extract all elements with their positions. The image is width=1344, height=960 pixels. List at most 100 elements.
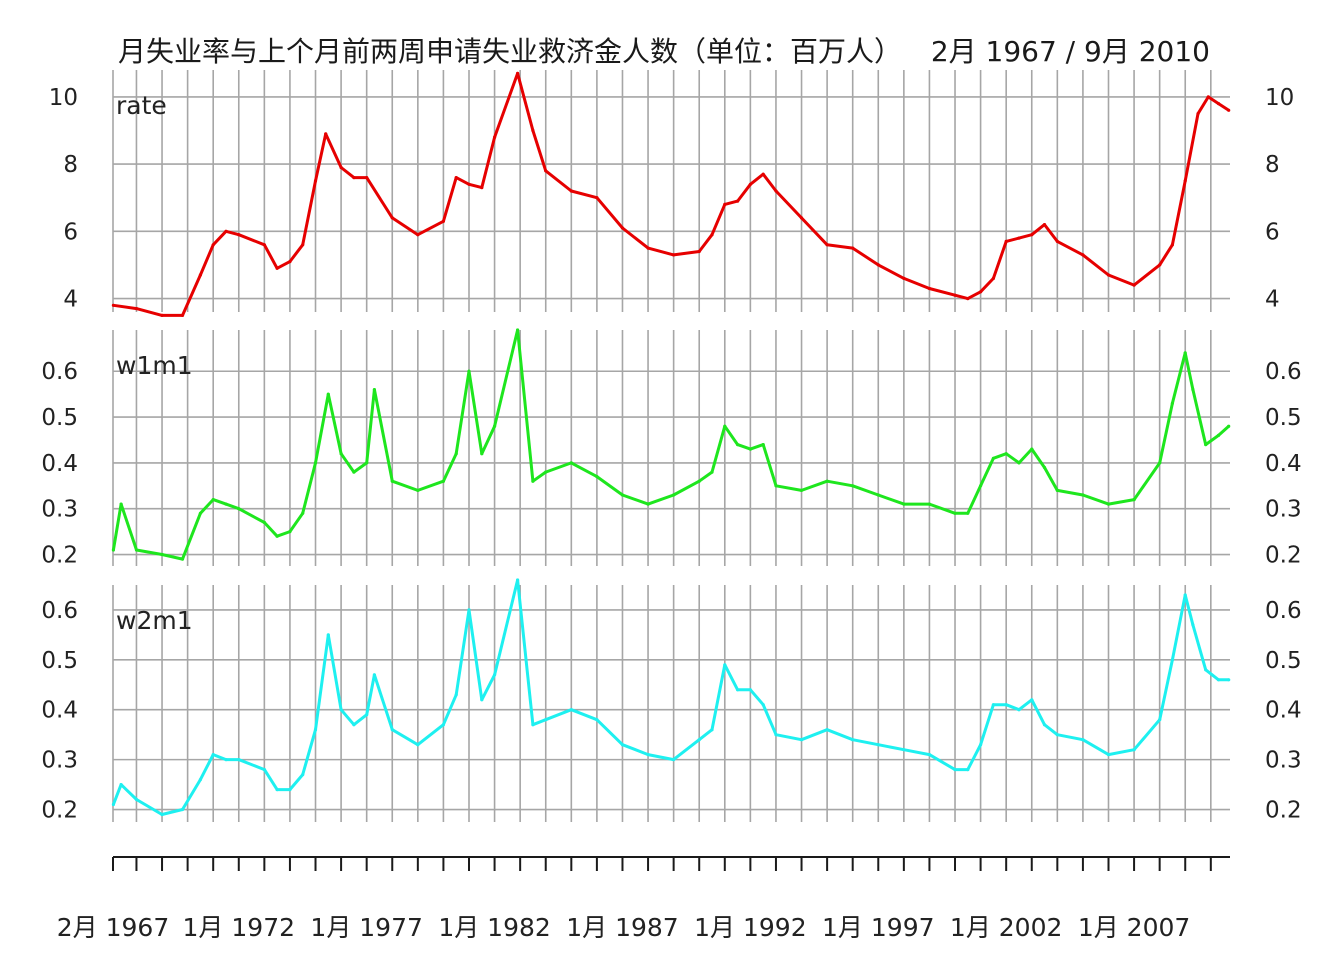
data-point-w1m1 — [111, 548, 115, 552]
data-point-w2m1 — [111, 802, 115, 807]
data-point-w1m1 — [672, 493, 676, 497]
y-tick-label-right: 0.2 — [1265, 543, 1302, 569]
data-point-rate — [851, 246, 855, 250]
data-point-w1m1 — [774, 484, 778, 488]
data-point-rate — [1206, 95, 1210, 99]
data-point-rate — [516, 71, 520, 75]
data-point-w1m1 — [723, 424, 727, 428]
chart-title: 月失业率与上个月前两周申请失业救济金人数（单位：百万人） — [118, 35, 902, 68]
y-tick-label-left: 0.5 — [41, 405, 78, 431]
data-point-w1m1 — [493, 424, 497, 428]
data-point-w1m1 — [288, 530, 292, 534]
data-point-w1m1 — [211, 498, 215, 502]
data-point-w1m1 — [1227, 424, 1231, 428]
data-point-rate — [825, 243, 829, 247]
data-point-w1m1 — [416, 488, 420, 492]
data-point-rate — [288, 260, 292, 264]
data-point-rate — [672, 253, 676, 257]
data-point-w2m1 — [262, 768, 266, 772]
y-tick-label-left: 0.3 — [41, 748, 78, 774]
data-point-w2m1 — [851, 738, 855, 742]
data-point-w2m1 — [979, 743, 983, 747]
data-point-rate — [531, 128, 535, 133]
x-tick-label: 1月 1982 — [438, 913, 550, 942]
data-point-w2m1 — [224, 758, 228, 762]
data-point-rate — [736, 199, 740, 203]
data-point-w2m1 — [1183, 593, 1187, 597]
data-point-w2m1 — [275, 788, 279, 792]
data-point-w2m1 — [876, 743, 880, 747]
data-point-rate — [991, 276, 996, 280]
y-tick-label-right: 8 — [1265, 152, 1280, 178]
data-point-w2m1 — [761, 703, 765, 707]
data-point-w1m1 — [1216, 433, 1221, 437]
data-point-rate — [1196, 112, 1200, 116]
data-point-w1m1 — [1170, 401, 1174, 405]
data-point-w1m1 — [301, 511, 305, 515]
y-tick-label-left: 0.2 — [41, 543, 78, 569]
data-point-rate — [748, 182, 753, 186]
data-point-w1m1 — [237, 507, 241, 511]
data-point-w2m1 — [531, 723, 535, 727]
data-point-w2m1 — [1132, 748, 1136, 752]
data-point-w2m1 — [1042, 723, 1047, 727]
data-point-w2m1 — [1081, 738, 1085, 742]
data-point-rate — [301, 243, 305, 247]
data-point-w2m1 — [134, 797, 139, 802]
x-tick-label: 1月 1992 — [694, 913, 806, 942]
y-tick-label-right: 10 — [1265, 85, 1294, 111]
data-point-w2m1 — [198, 778, 202, 782]
data-point-w1m1 — [1183, 351, 1187, 355]
data-point-w1m1 — [262, 520, 266, 525]
data-point-w1m1 — [160, 552, 164, 557]
data-point-w1m1 — [180, 557, 185, 561]
data-point-w1m1 — [275, 534, 279, 538]
data-point-rate — [1004, 239, 1008, 243]
data-point-rate — [390, 216, 394, 220]
data-point-rate — [467, 182, 471, 186]
y-tick-label-left: 10 — [49, 85, 78, 111]
data-point-rate — [953, 293, 957, 297]
data-point-w1m1 — [697, 479, 701, 483]
data-point-rate — [416, 233, 420, 237]
data-point-w2m1 — [595, 718, 599, 722]
data-point-w2m1 — [953, 768, 957, 772]
data-point-w2m1 — [1204, 668, 1208, 672]
data-point-rate — [160, 313, 164, 317]
data-point-rate — [275, 266, 279, 270]
data-point-w2m1 — [1158, 718, 1162, 722]
data-point-w2m1 — [646, 753, 650, 757]
data-point-rate — [1216, 102, 1221, 106]
data-point-w2m1 — [569, 708, 573, 712]
y-tick-label-right: 0.5 — [1265, 405, 1302, 431]
data-point-w1m1 — [326, 392, 330, 396]
panel-w1m1: 0.2 0.2 0.3 0.3 0.4 0.4 0.5 0.5 0.6 0.6 w1m1 — [41, 328, 1302, 569]
y-tick-label-right: 0.5 — [1265, 648, 1302, 674]
data-point-w2m1 — [326, 633, 330, 637]
data-point-w1m1 — [480, 452, 484, 456]
data-point-rate — [876, 263, 880, 267]
data-point-w2m1 — [365, 713, 369, 717]
series-line-w2m1 — [112, 578, 1229, 816]
data-point-rate — [441, 219, 445, 223]
data-point-w2m1 — [1017, 708, 1021, 712]
data-point-rate — [1042, 223, 1047, 227]
y-tick-label-left: 6 — [63, 219, 78, 245]
data-point-rate — [902, 276, 906, 280]
data-point-w2m1 — [1227, 678, 1231, 682]
data-point-w2m1 — [723, 663, 727, 667]
data-point-w2m1 — [620, 743, 625, 747]
data-point-w1m1 — [748, 447, 753, 451]
data-point-rate — [723, 202, 727, 206]
y-tick-label-left: 0.4 — [41, 451, 78, 477]
data-point-w1m1 — [736, 443, 740, 447]
data-point-w2m1 — [748, 688, 753, 692]
data-point-w2m1 — [390, 728, 394, 732]
data-point-w2m1 — [339, 708, 343, 712]
data-point-rate — [224, 229, 228, 233]
data-point-rate — [979, 290, 983, 294]
y-tick-label-right: 0.4 — [1265, 451, 1302, 477]
data-point-w2m1 — [799, 738, 804, 742]
data-point-rate — [646, 246, 650, 250]
